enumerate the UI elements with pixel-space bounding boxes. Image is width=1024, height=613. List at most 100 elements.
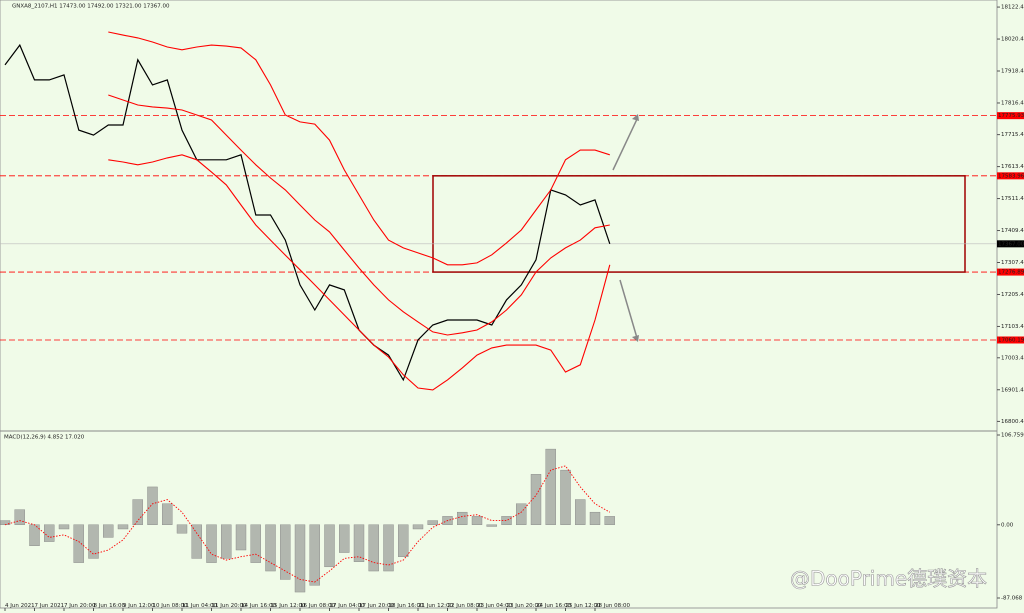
x-tick-label: 7 Jun 2021: [35, 603, 65, 609]
x-tick-label: 10 Jun 08:00: [153, 603, 188, 609]
macd-bar: [14, 509, 25, 525]
macd-bar: [501, 516, 512, 525]
last-price-tag: [997, 240, 1024, 248]
macd-bar: [117, 524, 129, 530]
x-tick-label: 9 Jun 12:00: [123, 603, 155, 609]
macd-bar: [589, 511, 601, 525]
macd-bar: [545, 448, 556, 525]
y-tick-label: 18122.40: [1001, 5, 1024, 11]
level-label: 17060.19: [998, 337, 1024, 343]
x-tick-label: 17 Jun 20:00: [359, 603, 394, 609]
watermark: @DooPrime德璞资本: [790, 567, 987, 591]
y-tick-label: 17103.40: [1001, 324, 1024, 330]
macd-bar: [162, 503, 173, 525]
x-tick-label: 16 Jun 08:00: [300, 603, 335, 609]
x-tick-label: 7 Jun 20:00: [64, 603, 96, 609]
macd-bar: [457, 511, 468, 525]
macd-bar: [176, 524, 188, 534]
x-tick-label: 11 Jun 20:00: [212, 603, 247, 609]
series-line: [108, 154, 611, 391]
macd-bar: [147, 486, 158, 525]
y-tick-label: 17613.40: [1001, 164, 1024, 170]
x-tick-label: 21 Jun 12:00: [418, 603, 453, 609]
macd-bar: [353, 524, 365, 562]
x-tick-label: 14 Jun 16:00: [241, 603, 276, 609]
series-line: [108, 31, 610, 266]
macd-bar: [427, 520, 438, 525]
y-tick-label: 18020.40: [1001, 37, 1024, 43]
arrow-up: [612, 116, 639, 171]
level-label: 17775.93: [998, 113, 1024, 119]
macd-bar: [103, 524, 114, 538]
macd-bar: [280, 524, 291, 580]
y-tick-label: 17715.40: [1001, 132, 1024, 138]
y-tick-label: 16901.40: [1001, 387, 1024, 393]
x-tick-label: 25 Jun 12:00: [566, 603, 601, 609]
range-box: [432, 175, 966, 273]
macd-bar: [309, 524, 320, 586]
y-tick-label: 17307.40: [1001, 260, 1024, 266]
macd-bar: [486, 524, 497, 527]
last-price-label: 17367.00: [998, 241, 1024, 247]
arrow-up-head: [632, 114, 639, 121]
y-tick-label: 16800.40: [1001, 419, 1024, 425]
macd-bar: [294, 524, 306, 593]
level-label: 17276.89: [998, 270, 1024, 276]
level-label: 17583.96: [998, 173, 1024, 179]
y-tick-label: 17918.40: [1001, 69, 1024, 75]
y-tick-label: -87.068: [1001, 596, 1023, 602]
macd-bar: [339, 524, 350, 553]
macd-bar: [516, 503, 527, 525]
y-tick-label: 17003.40: [1001, 355, 1024, 361]
x-tick-label: 4 Jun 2021: [5, 603, 35, 609]
macd-bar: [383, 524, 394, 572]
level-tag: [997, 112, 1024, 120]
macd-bar: [191, 524, 202, 559]
macd-bar: [44, 524, 55, 542]
x-tick-label: 8 Jun 16:00: [94, 603, 126, 609]
macd-bar: [250, 524, 261, 563]
macd-bar: [368, 524, 379, 572]
x-tick-label: 18 Jun 16:00: [389, 603, 424, 609]
x-tick-label: 22 Jun 08:00: [448, 603, 483, 609]
macd-bar: [88, 524, 99, 559]
macd-bar: [73, 524, 84, 563]
macd-bar: [265, 524, 276, 572]
y-tick-label: 17816.40: [1001, 100, 1024, 106]
macd-bar: [58, 524, 70, 530]
macd-bar: [132, 499, 143, 525]
x-tick-label: 24 Jun 16:00: [536, 603, 571, 609]
macd-bar: [604, 516, 615, 525]
macd-bar: [29, 524, 40, 547]
arrow-down: [619, 279, 638, 339]
x-tick-label: 28 Jun 08:00: [595, 603, 630, 609]
level-tag: [997, 172, 1024, 180]
y-tick-label: 0.00: [1001, 522, 1014, 528]
chart-title: GNXA8_2107,H1 17473.00 17492.00 17321.00…: [12, 4, 170, 10]
macd-bar: [471, 516, 483, 525]
plot-frame: [0, 0, 998, 609]
x-tick-label: 23 Jun 20:00: [507, 603, 542, 609]
macd-bar: [530, 474, 542, 525]
series-line: [108, 94, 610, 336]
level-tag: [997, 268, 1024, 276]
y-tick-label: 17511.40: [1001, 196, 1024, 202]
macd-bar: [324, 524, 335, 568]
macd-bar: [412, 524, 424, 530]
y-tick-label: 17409.40: [1001, 228, 1024, 234]
arrow-down-head: [632, 335, 639, 342]
x-tick-label: 15 Jun 12:00: [271, 603, 306, 609]
x-tick-label: 23 Jun 04:00: [477, 603, 512, 609]
macd-bar: [221, 524, 232, 559]
y-tick-label: 17205.40: [1001, 292, 1024, 298]
series-line: [4, 43, 611, 382]
macd-bar: [206, 524, 217, 563]
macd-bar: [398, 524, 409, 557]
macd-bar: [575, 499, 586, 525]
x-tick-label: 17 Jun 04:00: [330, 603, 365, 609]
y-tick-label: 106.759: [1001, 433, 1024, 439]
x-tick-label: 11 Jun 04:00: [182, 603, 217, 609]
level-tag: [997, 336, 1024, 344]
macd-bar: [235, 524, 247, 551]
